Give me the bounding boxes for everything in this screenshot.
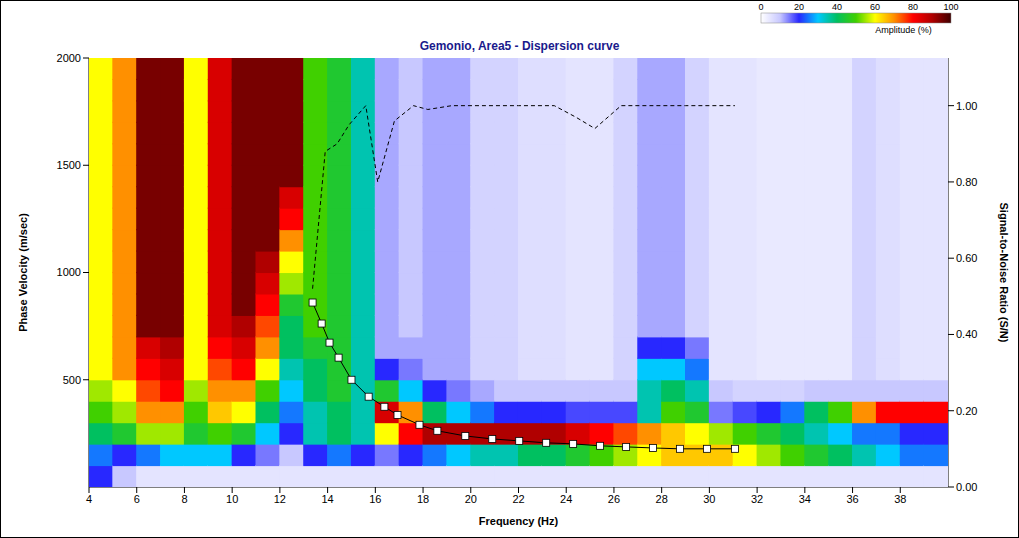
svg-text:24: 24	[560, 493, 572, 505]
svg-text:Phase Velocity (m/sec): Phase Velocity (m/sec)	[17, 213, 29, 332]
svg-text:1.00: 1.00	[956, 100, 977, 112]
svg-text:30: 30	[703, 493, 715, 505]
svg-text:0.40: 0.40	[956, 328, 977, 340]
svg-text:34: 34	[799, 493, 811, 505]
svg-text:10: 10	[226, 493, 238, 505]
svg-text:36: 36	[846, 493, 858, 505]
svg-text:4: 4	[86, 493, 92, 505]
svg-text:500: 500	[63, 374, 81, 386]
svg-text:80: 80	[908, 2, 918, 12]
svg-text:6: 6	[134, 493, 140, 505]
svg-text:Signal-to-Noise Ratio (S/N): Signal-to-Noise Ratio (S/N)	[998, 203, 1010, 343]
svg-text:28: 28	[656, 493, 668, 505]
svg-text:0.20: 0.20	[956, 405, 977, 417]
svg-text:12: 12	[274, 493, 286, 505]
svg-text:Amplitude (%): Amplitude (%)	[875, 25, 932, 35]
svg-text:18: 18	[417, 493, 429, 505]
svg-text:20: 20	[465, 493, 477, 505]
html-text:Gemonio, Area5 - Dispersion cu: Gemonio, Area5 - Dispersion curve	[419, 39, 620, 53]
svg-text:0.00: 0.00	[956, 481, 977, 493]
svg-text:14: 14	[321, 493, 333, 505]
svg-text:0.60: 0.60	[956, 252, 977, 264]
svg-text:60: 60	[870, 2, 880, 12]
svg-text:1500: 1500	[57, 159, 81, 171]
svg-text:40: 40	[832, 2, 842, 12]
svg-text:100: 100	[943, 2, 958, 12]
svg-text:0.80: 0.80	[956, 176, 977, 188]
svg-text:0: 0	[758, 2, 763, 12]
svg-text:1000: 1000	[57, 266, 81, 278]
svg-text:16: 16	[369, 493, 381, 505]
svg-text:Frequency (Hz): Frequency (Hz)	[479, 515, 559, 527]
svg-text:32: 32	[751, 493, 763, 505]
svg-text:26: 26	[608, 493, 620, 505]
svg-text:22: 22	[512, 493, 524, 505]
svg-text:8: 8	[181, 493, 187, 505]
svg-text:20: 20	[794, 2, 804, 12]
svg-text:2000: 2000	[57, 52, 81, 64]
svg-text:38: 38	[894, 493, 906, 505]
